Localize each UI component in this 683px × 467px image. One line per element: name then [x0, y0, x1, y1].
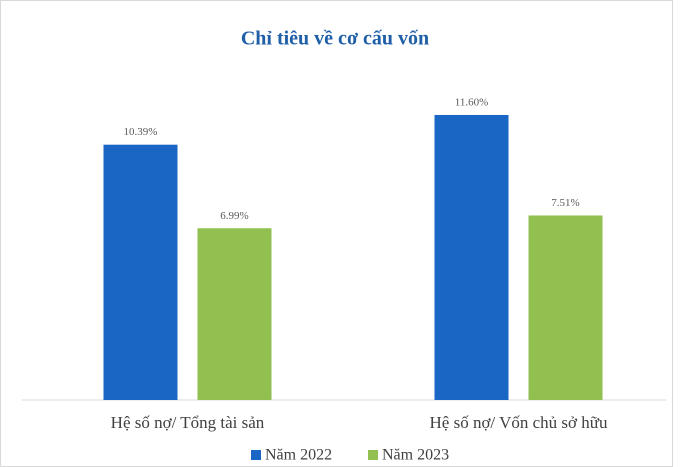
x-tick-label: Hệ số nợ/ Vốn chủ sở hữu [430, 413, 608, 432]
bar [434, 114, 509, 400]
legend-label: Năm 2023 [382, 447, 449, 464]
chart-title: Chỉ tiêu về cơ cấu vốn [241, 28, 429, 50]
bar [528, 215, 603, 400]
bar [103, 144, 178, 400]
bar [197, 228, 272, 400]
x-tick-label: Hệ số nợ/ Tổng tài sản [111, 413, 265, 432]
legend-swatch [368, 450, 378, 460]
data-label: 7.51% [551, 197, 579, 209]
data-label: 6.99% [220, 210, 248, 222]
data-label: 10.39% [124, 126, 158, 138]
data-label: 11.60% [455, 97, 489, 109]
legend-label: Năm 2022 [265, 447, 332, 464]
legend-swatch [251, 450, 261, 460]
